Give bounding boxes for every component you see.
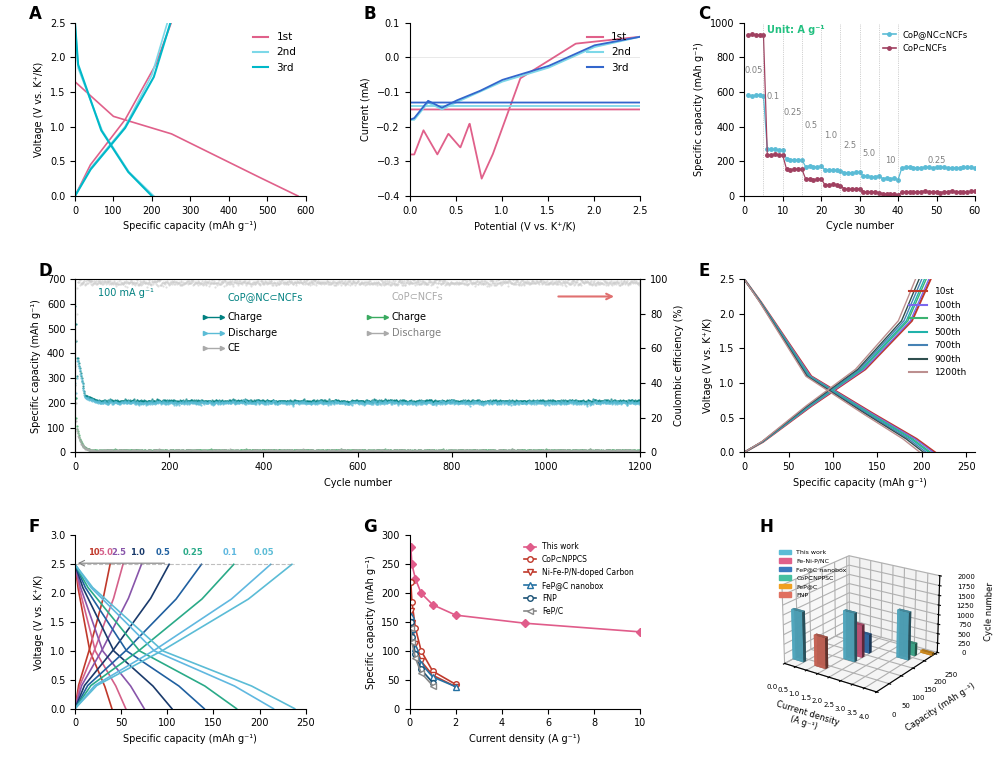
- FeP@C nanobox: [409, 643, 421, 652]
- Text: E: E: [698, 261, 709, 280]
- Ni-Fe-P/N-doped Carbon: [415, 657, 427, 666]
- X-axis label: Current density (A g⁻¹): Current density (A g⁻¹): [469, 734, 581, 744]
- X-axis label: Cycle number: Cycle number: [324, 478, 392, 488]
- Y-axis label: Specific capacity (mAh g⁻¹): Specific capacity (mAh g⁻¹): [31, 299, 41, 433]
- This work: [427, 600, 439, 610]
- Legend: 1st, 2nd, 3rd: 1st, 2nd, 3rd: [583, 28, 635, 77]
- This work: [406, 560, 418, 569]
- FeP@C nanobox: [406, 624, 418, 633]
- Y-axis label: Capacity (mAh g⁻¹): Capacity (mAh g⁻¹): [904, 681, 977, 733]
- Text: B: B: [363, 5, 376, 24]
- CoP⊂NPPCS: [405, 577, 417, 586]
- Text: H: H: [759, 518, 773, 536]
- This work: [519, 619, 531, 628]
- Text: 2.5: 2.5: [112, 548, 127, 556]
- Text: 0.1: 0.1: [223, 548, 238, 556]
- X-axis label: Potential (V vs. K⁺/K): Potential (V vs. K⁺/K): [474, 221, 576, 232]
- Text: 0.05: 0.05: [745, 66, 763, 75]
- Line: FeP/C: FeP/C: [408, 625, 435, 688]
- Text: D: D: [38, 261, 52, 280]
- CoP⊂NPPCS: [427, 667, 439, 676]
- FNP: [406, 632, 418, 641]
- FeP@C nanobox: [450, 682, 462, 691]
- FNP: [409, 649, 421, 658]
- This work: [415, 588, 427, 597]
- Ni-Fe-P/N-doped Carbon: [405, 606, 417, 615]
- This work: [450, 610, 462, 620]
- Line: Ni-Fe-P/N-doped Carbon: Ni-Fe-P/N-doped Carbon: [408, 608, 459, 690]
- Legend: 1st, 2nd, 3rd: 1st, 2nd, 3rd: [248, 28, 301, 77]
- Text: Discharge: Discharge: [392, 328, 441, 338]
- X-axis label: Cycle number: Cycle number: [826, 221, 894, 232]
- Text: 0.25: 0.25: [183, 548, 204, 556]
- Y-axis label: Voltage (V vs. K⁺/K): Voltage (V vs. K⁺/K): [703, 319, 713, 414]
- Text: 0.1: 0.1: [767, 92, 780, 101]
- Line: CoP⊂NPPCS: CoP⊂NPPCS: [408, 579, 459, 687]
- X-axis label: Specific capacity (mAh g⁻¹): Specific capacity (mAh g⁻¹): [123, 734, 257, 744]
- Legend: 10st, 100th, 300th, 500th, 700th, 900th, 1200th: 10st, 100th, 300th, 500th, 700th, 900th,…: [906, 283, 970, 381]
- CoP⊂NPPCS: [409, 623, 421, 632]
- Legend: This work, CoP⊂NPPCS, Ni-Fe-P/N-doped Carbon, FeP@C nanobox, FNP, FeP/C: This work, CoP⊂NPPCS, Ni-Fe-P/N-doped Ca…: [521, 539, 637, 619]
- This work: [405, 543, 417, 552]
- Line: FeP@C nanobox: FeP@C nanobox: [408, 613, 459, 690]
- FeP/C: [405, 623, 417, 632]
- Ni-Fe-P/N-doped Carbon: [427, 671, 439, 680]
- Text: 0.25: 0.25: [927, 156, 946, 165]
- Text: 0.5: 0.5: [155, 548, 170, 556]
- This work: [634, 627, 646, 636]
- FeP@C nanobox: [427, 672, 439, 681]
- FNP: [427, 678, 439, 687]
- Ni-Fe-P/N-doped Carbon: [409, 639, 421, 648]
- Text: Charge: Charge: [228, 312, 263, 322]
- CoP⊂NPPCS: [415, 646, 427, 655]
- X-axis label: Current density
(A g⁻¹): Current density (A g⁻¹): [771, 700, 840, 737]
- Text: 10: 10: [885, 156, 896, 165]
- Text: 100 mA g⁻¹: 100 mA g⁻¹: [98, 289, 153, 299]
- FNP: [415, 664, 427, 674]
- Text: A: A: [29, 5, 42, 24]
- Text: 10: 10: [88, 548, 99, 556]
- FeP/C: [406, 638, 418, 647]
- Text: C: C: [698, 5, 710, 24]
- Line: This work: This work: [408, 544, 643, 635]
- Y-axis label: Current (mA): Current (mA): [361, 78, 371, 141]
- Y-axis label: Voltage (V vs. K⁺/K): Voltage (V vs. K⁺/K): [34, 575, 44, 670]
- Text: 5.0: 5.0: [863, 149, 876, 158]
- Text: Charge: Charge: [392, 312, 427, 322]
- Text: 5.0: 5.0: [98, 548, 113, 556]
- Legend: CoP@NC⊂NCFs, CoP⊂NCFs: CoP@NC⊂NCFs, CoP⊂NCFs: [880, 27, 971, 56]
- Ni-Fe-P/N-doped Carbon: [406, 619, 418, 628]
- Text: CE: CE: [228, 344, 241, 354]
- Text: G: G: [363, 518, 377, 536]
- Text: Discharge: Discharge: [228, 328, 277, 338]
- Y-axis label: Coulombic efficiency (%): Coulombic efficiency (%): [674, 305, 684, 427]
- CoP⊂NPPCS: [406, 597, 418, 607]
- Legend: This work, Fe-Ni-P/NC, FeP@C nanobox, CoP⊂NPPSC, FeP@C, FNP: This work, Fe-Ni-P/NC, FeP@C nanobox, Co…: [776, 547, 849, 600]
- Text: 0.05: 0.05: [254, 548, 275, 556]
- FeP/C: [415, 668, 427, 677]
- Y-axis label: Specific capacity (mAh g⁻¹): Specific capacity (mAh g⁻¹): [366, 555, 376, 689]
- X-axis label: Specific capacity (mAh g⁻¹): Specific capacity (mAh g⁻¹): [123, 221, 257, 232]
- FeP@C nanobox: [405, 612, 417, 621]
- FeP/C: [427, 681, 439, 690]
- Text: Unit: A g⁻¹: Unit: A g⁻¹: [767, 25, 825, 35]
- FNP: [405, 617, 417, 626]
- Text: 1.0: 1.0: [824, 131, 837, 140]
- This work: [409, 575, 421, 584]
- Ni-Fe-P/N-doped Carbon: [450, 682, 462, 691]
- Text: CoP@NC⊂NCFs: CoP@NC⊂NCFs: [228, 292, 303, 302]
- Y-axis label: Voltage (V vs. K⁺/K): Voltage (V vs. K⁺/K): [34, 62, 44, 157]
- Text: CoP⊂NCFs: CoP⊂NCFs: [392, 292, 443, 302]
- Line: FNP: FNP: [408, 620, 435, 686]
- Text: 2.5: 2.5: [843, 140, 857, 149]
- Text: 0.25: 0.25: [783, 107, 801, 117]
- Text: 0.5: 0.5: [805, 120, 818, 130]
- Text: F: F: [29, 518, 40, 536]
- FeP/C: [409, 653, 421, 662]
- Text: 1.0: 1.0: [130, 548, 145, 556]
- FeP@C nanobox: [415, 659, 427, 668]
- CoP⊂NPPCS: [450, 680, 462, 689]
- X-axis label: Specific capacity (mAh g⁻¹): Specific capacity (mAh g⁻¹): [793, 478, 927, 488]
- Y-axis label: Specific capacity (mAh g⁻¹): Specific capacity (mAh g⁻¹): [694, 43, 704, 176]
